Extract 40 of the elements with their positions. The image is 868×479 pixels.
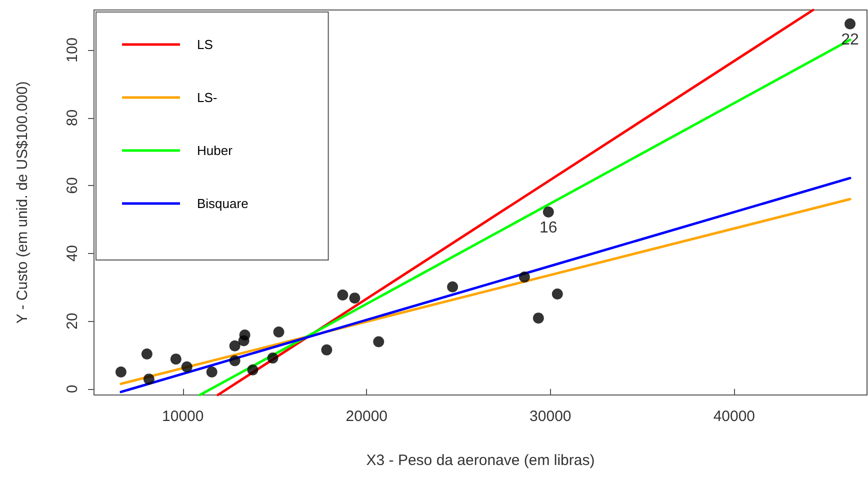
x-tick-label: 10000 <box>162 408 204 425</box>
y-tick-label: 100 <box>64 37 81 63</box>
point <box>141 348 152 360</box>
legend-label: Bisquare <box>197 196 248 211</box>
y-tick-label: 0 <box>64 384 81 394</box>
point <box>321 344 332 356</box>
point <box>552 288 563 300</box>
legend-label: LS <box>197 37 214 52</box>
legend-label: LS- <box>197 90 218 105</box>
point <box>229 355 240 366</box>
point <box>206 366 218 378</box>
y-tick-label: 40 <box>64 244 81 262</box>
x-tick-label: 20000 <box>346 408 388 425</box>
point <box>532 312 544 324</box>
point <box>844 18 856 30</box>
y-tick-label: 20 <box>64 312 81 330</box>
point <box>247 364 258 376</box>
annotation: 22 <box>841 31 860 48</box>
point <box>239 330 250 341</box>
point <box>267 352 278 364</box>
x-tick-label: 40000 <box>713 408 756 425</box>
legend-label: Huber <box>197 143 234 158</box>
point <box>170 354 182 365</box>
x-axis-title: X3 - Peso da aeronave (em libras) <box>366 452 595 469</box>
point <box>542 206 554 218</box>
point <box>181 361 192 372</box>
point <box>273 326 284 338</box>
point <box>115 366 126 378</box>
point <box>229 340 240 352</box>
point <box>447 281 458 292</box>
point <box>349 292 360 304</box>
point <box>143 374 154 385</box>
y-tick-label: 80 <box>64 109 81 126</box>
y-tick-label: 60 <box>64 177 81 194</box>
point <box>337 290 348 301</box>
x-tick-label: 30000 <box>530 408 572 425</box>
y-axis-title: Y - Custo (em unid. de US$100.000) <box>14 81 31 324</box>
point <box>373 336 384 348</box>
point <box>518 272 530 283</box>
annotation: 16 <box>540 219 558 236</box>
